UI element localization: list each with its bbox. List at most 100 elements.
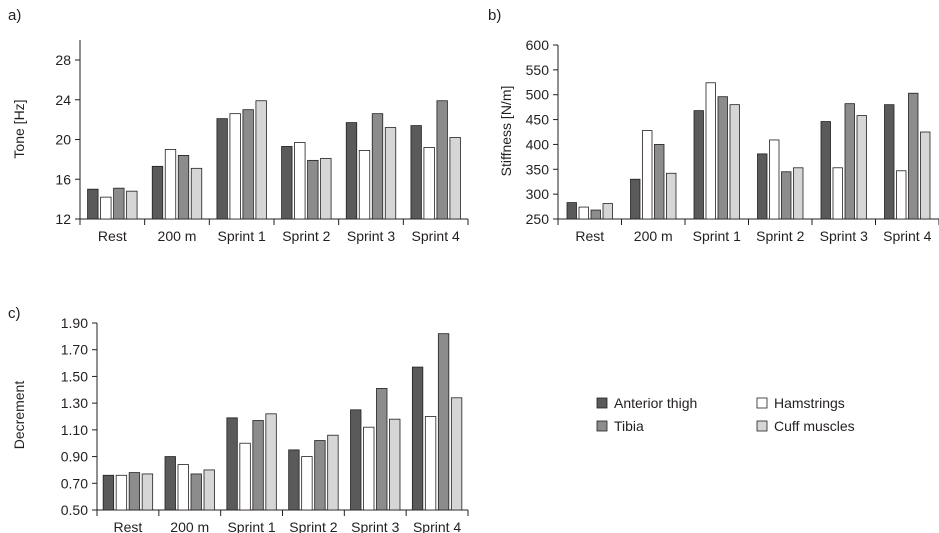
bar [239, 442, 251, 511]
bar [757, 153, 768, 220]
x-tick-label: Sprint 2 [289, 519, 337, 533]
bar [371, 113, 384, 220]
bar [242, 109, 254, 220]
bar [820, 121, 831, 220]
bar [314, 440, 326, 511]
bar [350, 409, 362, 511]
panel-c-label: c) [8, 305, 21, 322]
bar [884, 104, 895, 220]
bar [384, 127, 397, 220]
bar [844, 103, 855, 220]
y-tick-label: 600 [526, 37, 550, 53]
x-tick-label: Rest [98, 228, 127, 244]
y-tick-label: 28 [55, 52, 71, 68]
bar [856, 115, 867, 220]
bar [358, 150, 371, 220]
bar [654, 144, 665, 220]
bar [327, 434, 339, 511]
bar [908, 92, 919, 220]
y-tick-label: 1.70 [61, 342, 88, 358]
bar [255, 100, 267, 220]
bar [265, 413, 277, 511]
bar [781, 171, 792, 220]
chart-panel-c: c) Decrement 0.50 0.70 0.90 1.10 1.30 1.50 1.7… [8, 305, 469, 533]
legend-label-tibia: Tibia [614, 418, 644, 434]
y-tick-label: 20 [55, 132, 71, 148]
y-tick-label: 0.90 [61, 449, 88, 465]
bar [288, 449, 300, 511]
bar [190, 473, 202, 511]
bar [229, 113, 241, 220]
bar [666, 172, 677, 220]
legend-swatch-hamstrings [756, 397, 768, 409]
bar [389, 418, 401, 511]
legend-label-cuff-muscles: Cuff muscles [774, 418, 855, 434]
x-tick-label: 200 m [634, 228, 673, 244]
bar [410, 125, 422, 220]
bar [717, 96, 728, 220]
y-tick-label: 1.90 [61, 315, 88, 331]
bar [424, 416, 437, 511]
bar [252, 420, 264, 511]
bar [642, 130, 653, 220]
legend: Anterior thigh Hamstrings Tibia Cuff mus… [596, 395, 855, 434]
bar [578, 206, 589, 220]
y-tick-label: 0.50 [61, 502, 88, 518]
bar [423, 147, 435, 220]
legend-label-anterior-thigh: Anterior thigh [614, 395, 697, 411]
bar [832, 167, 843, 220]
x-tick-label: Sprint 2 [282, 228, 330, 244]
panel-c-ylabel: Decrement [11, 381, 27, 450]
legend-swatch-cuff-muscles [756, 420, 768, 432]
bar [203, 469, 215, 511]
panel-a-ylabel: Tone [Hz] [11, 99, 27, 158]
legend-swatch-tibia [596, 420, 608, 432]
x-tick-label: Sprint 4 [412, 228, 460, 244]
bar [102, 474, 115, 511]
y-tick-label: 0.70 [61, 475, 88, 491]
bar [436, 100, 448, 220]
bar [693, 110, 704, 220]
bar [449, 137, 461, 220]
legend-label-hamstrings: Hamstrings [774, 395, 845, 411]
bar [896, 170, 907, 220]
panel-a-label: a) [8, 7, 21, 24]
bar [602, 203, 613, 220]
bar [376, 388, 388, 511]
x-tick-label: Rest [114, 519, 143, 533]
bar [226, 417, 238, 511]
y-tick-label: 400 [526, 136, 550, 152]
bar [128, 472, 141, 511]
y-tick-label: 350 [526, 161, 550, 177]
y-tick-label: 24 [55, 92, 71, 108]
bar [566, 202, 577, 220]
x-tick-label: Sprint 4 [413, 519, 461, 533]
x-tick-label: 200 m [170, 519, 209, 533]
bar [177, 154, 190, 220]
x-tick-label: Sprint 4 [883, 228, 931, 244]
bar [590, 209, 601, 220]
bar [793, 167, 804, 220]
x-tick-label: Sprint 3 [351, 519, 399, 533]
bar [450, 397, 463, 511]
x-tick-label: Sprint 1 [227, 519, 275, 533]
x-tick-label: Rest [575, 228, 604, 244]
y-tick-label: 550 [526, 62, 550, 78]
bar [705, 82, 716, 220]
bar [301, 456, 313, 511]
x-tick-label: 200 m [158, 228, 197, 244]
bar [363, 426, 375, 511]
bar [151, 165, 164, 220]
bar [87, 188, 99, 220]
y-tick-label: 300 [526, 186, 550, 202]
bar [190, 167, 203, 220]
bar [164, 456, 176, 511]
y-tick-label: 450 [526, 112, 550, 128]
y-tick-label: 1.50 [61, 368, 88, 384]
y-tick-label: 12 [55, 211, 71, 227]
y-tick-label: 1.10 [61, 422, 88, 438]
bar [411, 366, 424, 511]
bar [126, 190, 138, 220]
bar [320, 157, 332, 220]
